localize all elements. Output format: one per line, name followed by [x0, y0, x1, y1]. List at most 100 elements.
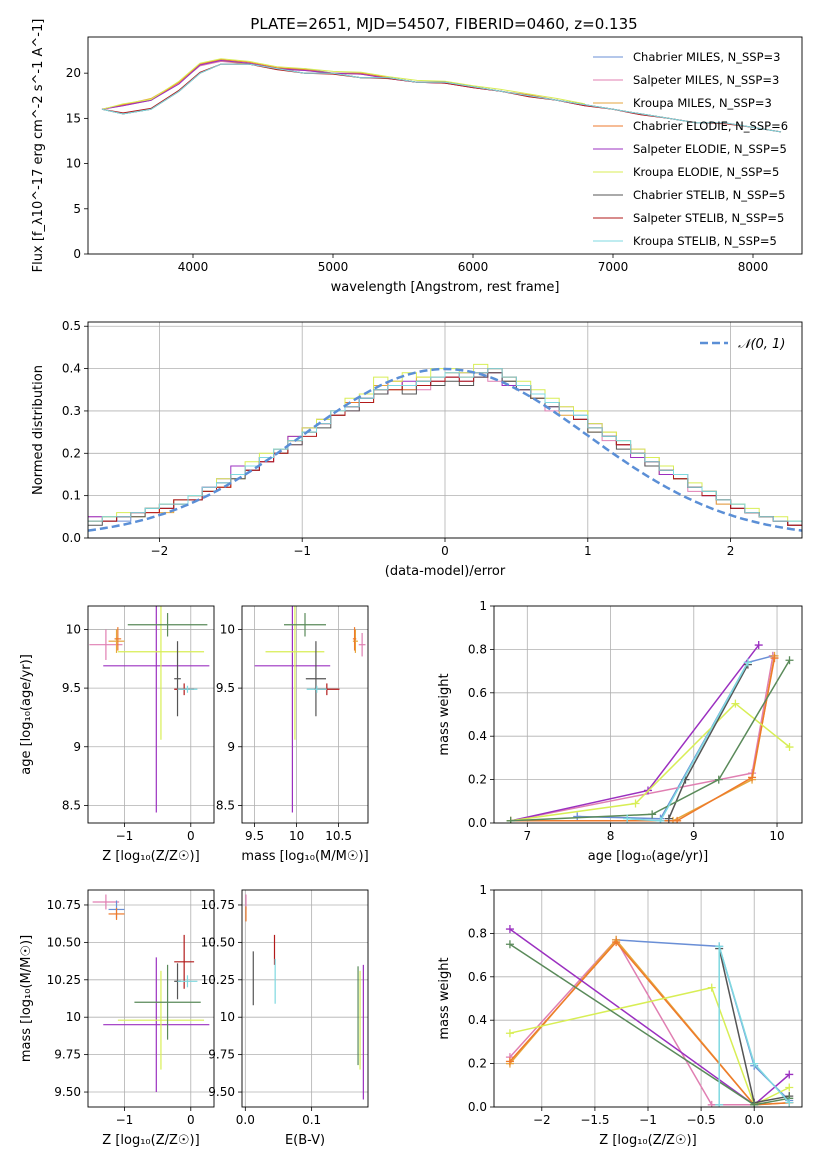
panel-spectrum: 4000 5000 6000 7000 8000 0 5 10 15 20 wavelength […: [31, 19, 803, 295]
data-point-marker: [743, 658, 752, 667]
y-tick-label: 10: [66, 157, 81, 171]
data-point-marker: [785, 1083, 794, 1092]
data-point-marker: [505, 925, 514, 934]
x-axis-label: mass [log₁₀(M/M☉)]: [241, 849, 368, 864]
x-tick-label: 10: [769, 829, 784, 843]
x-axis-label: wavelength [Angstrom, rest frame]: [331, 280, 560, 295]
panel-weight-vs-Z: −2 −1.5 −1 −0.5 0.0 0.0 0.2 0.4 0.6 0.8 1 Z [log₁₀(…: [437, 883, 803, 1148]
x-tick-label: −1: [116, 1113, 134, 1127]
plot-area: [254, 606, 366, 813]
series-line: [627, 662, 749, 822]
plot-area: [505, 925, 794, 1107]
x-tick-label: 7: [523, 829, 531, 843]
data-point-marker: [505, 940, 514, 949]
panel-mass-vs-EBV: 0.0 0.1 9.50 9.75 10 10.25 10.50 10.75 E(B-V): [201, 889, 369, 1148]
data-point-marker: [750, 1100, 759, 1107]
data-point-marker: [754, 641, 763, 650]
legend-entry: Kroupa MILES, N_SSP=3: [633, 96, 772, 110]
x-axis-label: age [log₁₀(age/yr)]: [588, 849, 709, 864]
panel-age-vs-Z: −1 0 8.5 9 9.5 10 Z [log₁₀(Z/Z☉)] age [log₁₀(ag…: [19, 605, 215, 864]
legend-entry: Chabrier ELODIE, N_SSP=6: [633, 119, 788, 133]
data-point-marker: [715, 1100, 724, 1107]
axes-frame: [493, 889, 803, 1108]
x-tick-label: −1.5: [580, 1113, 609, 1127]
y-tick-label: 1: [479, 599, 487, 613]
figure-title: PLATE=2651, MJD=54507, FIBERID=0460, z=0…: [250, 15, 637, 33]
y-tick-label: 10.75: [201, 898, 235, 912]
y-tick-label: 9.75: [54, 1048, 81, 1062]
axes-frame: [493, 605, 803, 824]
y-tick-label: 8.5: [216, 798, 235, 812]
series-line: [509, 940, 790, 1106]
y-tick-label: 0.4: [468, 1013, 487, 1027]
x-axis-label: E(B-V): [285, 1133, 325, 1148]
y-tick-label: 0.8: [468, 926, 487, 940]
y-tick-label: 0.4: [468, 729, 487, 743]
legend-entry: Salpeter ELODIE, N_SSP=5: [633, 142, 787, 156]
y-axis-label: mass weight: [437, 957, 452, 1039]
series-line: [509, 938, 790, 1106]
data-point-marker: [785, 1098, 794, 1107]
y-tick-label: 0.3: [62, 404, 81, 418]
y-tick-label: 0.6: [468, 686, 487, 700]
x-tick-label: 10: [289, 829, 304, 843]
x-tick-label: 10.5: [325, 829, 352, 843]
x-tick-label: 0.0: [236, 1113, 255, 1127]
data-point-marker: [573, 812, 582, 821]
y-axis-label: Flux [f_λ10^-17 erg cm^-2 s^-1 A^-1]: [31, 19, 46, 273]
data-point-marker: [707, 983, 716, 992]
series-line: [101, 59, 670, 119]
x-axis-label: Z [log₁₀(Z/Z☉)]: [599, 1133, 696, 1148]
panel-residuals: −2 −1 0 1 2 0.0 0.1 0.2 0.3 0.4 0.5 (data-model)/er…: [31, 319, 803, 579]
y-tick-label: 9: [227, 740, 235, 754]
y-tick-label: 10.50: [47, 935, 81, 949]
y-tick-label: 10.75: [47, 898, 81, 912]
y-tick-label: 0.8: [468, 642, 487, 656]
data-point-marker: [612, 938, 621, 947]
data-point-marker: [505, 1029, 514, 1038]
y-axis-label: Normed distribution: [31, 365, 46, 495]
y-tick-label: 0: [73, 247, 81, 261]
y-tick-label: 0.0: [468, 1100, 487, 1114]
y-tick-label: 9.50: [54, 1085, 81, 1099]
data-point-marker: [623, 814, 632, 823]
y-tick-label: 0.6: [468, 970, 487, 984]
x-tick-label: 2: [727, 544, 735, 558]
x-tick-label: 4000: [178, 260, 209, 274]
series-line: [509, 943, 790, 1106]
y-tick-label: 0.5: [62, 319, 81, 333]
x-tick-label: −1: [639, 1113, 657, 1127]
data-point-marker: [750, 1059, 759, 1068]
legend-entry: Kroupa STELIB, N_SSP=5: [633, 234, 777, 248]
series-line: [101, 60, 670, 119]
axes-frame: [241, 605, 369, 824]
data-point-marker: [648, 810, 657, 819]
x-tick-label: 9: [690, 829, 698, 843]
data-point-marker: [664, 814, 673, 823]
series-line: [510, 655, 774, 822]
y-tick-label: 0.2: [62, 446, 81, 460]
x-tick-label: −2: [151, 544, 169, 558]
y-tick-label: 10.25: [201, 973, 235, 987]
y-tick-label: 15: [66, 111, 81, 125]
x-tick-label: 8000: [738, 260, 769, 274]
data-point-marker: [770, 654, 779, 663]
legend: Chabrier MILES, N_SSP=3 Salpeter MILES, N…: [593, 50, 788, 248]
series-line: [668, 664, 749, 819]
legend: 𝒩(0, 1): [700, 337, 785, 352]
legend-entry: Chabrier MILES, N_SSP=3: [633, 50, 780, 64]
data-point-marker: [715, 942, 724, 951]
axes-frame: [87, 36, 803, 255]
panel-weight-vs-age: 7 8 9 10 0.0 0.2 0.4 0.6 0.8 1 age [log₁₀(age/yr)]…: [437, 599, 803, 864]
data-point-marker: [505, 1057, 514, 1066]
series-line: [509, 938, 755, 1106]
legend-entry: Salpeter STELIB, N_SSP=5: [633, 211, 784, 225]
legend-entry: 𝒩(0, 1): [738, 337, 785, 352]
plot-area: [101, 58, 782, 133]
x-axis-label: Z [log₁₀(Z/Z☉)]: [102, 1133, 199, 1148]
y-tick-label: 8.5: [62, 798, 81, 812]
x-axis-label: Z [log₁₀(Z/Z☉)]: [102, 849, 199, 864]
panel-mass-vs-Z: −1 0 9.50 9.75 10 10.25 10.50 10.75 Z [log₁₀(Z/Z…: [19, 889, 215, 1148]
series-line: [509, 986, 790, 1106]
